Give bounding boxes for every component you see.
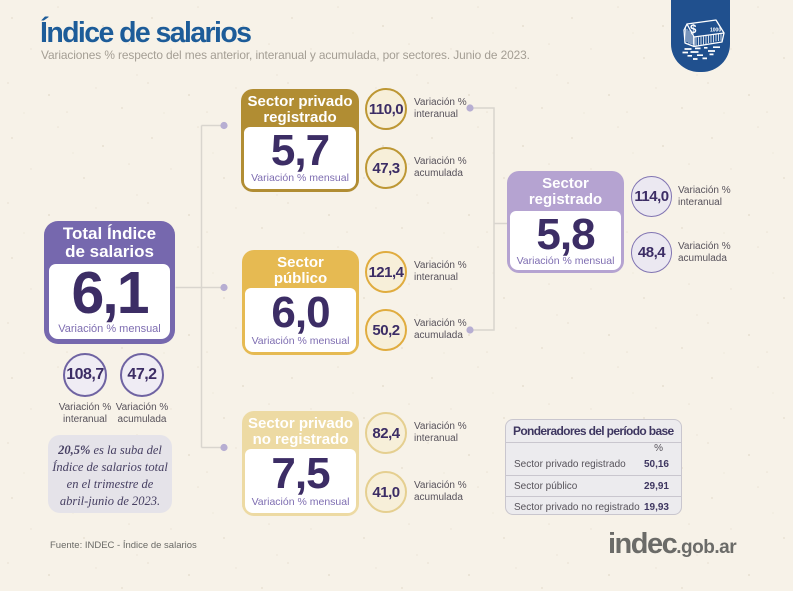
svg-text:$: $ [690, 24, 697, 36]
svg-text:1000: 1000 [710, 28, 721, 34]
